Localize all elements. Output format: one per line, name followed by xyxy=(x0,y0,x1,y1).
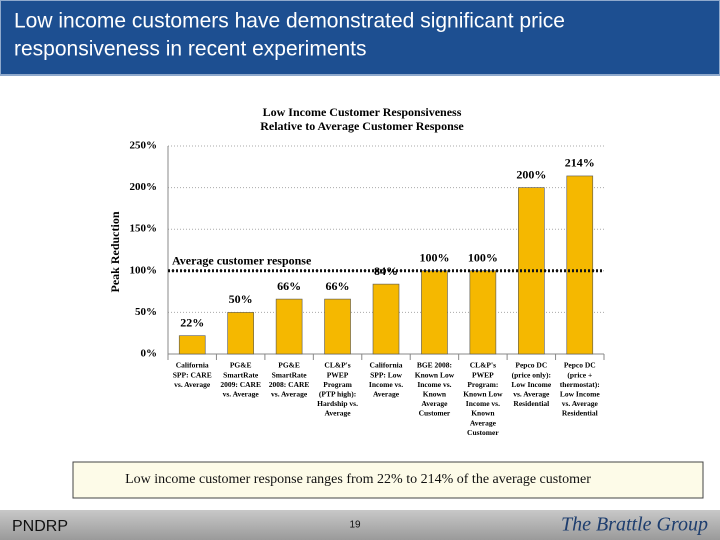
chart-title: Relative to Average Customer Response xyxy=(260,119,464,133)
y-tick-label: 200% xyxy=(130,181,158,193)
value-label: 100% xyxy=(419,251,449,265)
x-tick-label: SPP: Low xyxy=(370,370,402,379)
bar xyxy=(421,270,448,355)
bar xyxy=(566,175,594,355)
slide-title: Low income customers have demonstrated s… xyxy=(14,10,565,33)
x-tick-label: thermostat): xyxy=(560,380,600,389)
x-tick-label: PWEP xyxy=(472,370,494,379)
x-tick-label: CL&P's xyxy=(470,361,496,370)
y-tick-label: 250% xyxy=(130,140,158,152)
x-tick-label: 2009: CARE xyxy=(220,380,261,389)
footer-band xyxy=(0,510,720,540)
y-axis-label: Peak Reduction xyxy=(108,211,122,292)
x-tick-label: Average xyxy=(421,399,448,408)
x-tick-label: Average xyxy=(470,418,497,427)
x-tick-label: vs. Average xyxy=(271,390,308,399)
x-tick-label: Average xyxy=(373,390,400,399)
chart-title: Low Income Customer Responsiveness xyxy=(263,105,462,119)
footer-left: PNDRP xyxy=(12,518,68,535)
x-tick-label: Customer xyxy=(467,428,499,437)
x-tick-label: PG&E xyxy=(230,361,252,370)
x-tick-label: Program xyxy=(323,380,352,389)
x-tick-label: PWEP xyxy=(327,370,349,379)
y-tick-label: 0% xyxy=(141,348,158,360)
y-tick-label: 100% xyxy=(130,264,158,276)
value-label: 200% xyxy=(516,167,546,181)
value-label: 214% xyxy=(565,156,595,170)
x-tick-label: California xyxy=(370,361,403,370)
x-tick-label: Pepco DC xyxy=(564,361,596,370)
x-tick-label: Income vs. xyxy=(417,380,451,389)
x-tick-label: (price only): xyxy=(512,370,551,379)
x-tick-label: BGE 2008: xyxy=(417,361,452,370)
x-tick-label: Known xyxy=(471,409,495,418)
x-tick-label: 2008: CARE xyxy=(269,380,310,389)
x-tick-label: vs. Average xyxy=(562,399,599,408)
value-label: 84% xyxy=(374,264,398,278)
x-tick-label: (PTP high): xyxy=(319,390,356,399)
logo: The Brattle Group xyxy=(561,514,708,536)
x-tick-label: Known xyxy=(423,390,447,399)
value-label: 50% xyxy=(229,292,253,306)
y-tick-label: 150% xyxy=(130,223,158,235)
bar xyxy=(178,335,206,355)
x-tick-label: SmartRate xyxy=(272,370,308,379)
x-tick-label: Known Low xyxy=(415,370,455,379)
x-tick-label: Pepco DC xyxy=(515,361,547,370)
bar xyxy=(372,283,400,355)
value-label: 22% xyxy=(180,315,204,329)
bar xyxy=(469,270,497,355)
x-tick-label: Hardship vs. xyxy=(317,399,358,408)
bar xyxy=(227,312,254,355)
x-tick-label: PG&E xyxy=(278,361,300,370)
x-tick-label: Low Income xyxy=(560,390,600,399)
x-tick-label: Low Income xyxy=(511,380,551,389)
x-tick-label: California xyxy=(176,361,209,370)
x-tick-label: Residential xyxy=(562,409,598,418)
reference-label: Average customer response xyxy=(172,254,312,268)
page-number: 19 xyxy=(349,520,361,531)
x-tick-label: (price + xyxy=(567,370,592,379)
x-tick-label: vs. Average xyxy=(223,390,260,399)
x-tick-label: Residential xyxy=(513,399,549,408)
note-box xyxy=(72,461,704,499)
bar xyxy=(324,298,351,355)
x-tick-label: SmartRate xyxy=(223,370,259,379)
x-tick-label: Customer xyxy=(419,409,451,418)
value-label: 66% xyxy=(326,279,350,293)
x-tick-label: vs. Average xyxy=(174,380,211,389)
x-tick-label: Income vs. xyxy=(369,380,403,389)
slide-title: responsiveness in recent experiments xyxy=(14,38,367,61)
x-tick-label: Average xyxy=(325,409,352,418)
header-band xyxy=(0,0,720,76)
x-tick-label: CL&P's xyxy=(324,361,350,370)
x-tick-label: Known Low xyxy=(463,390,503,399)
x-tick-label: Income vs. xyxy=(466,399,500,408)
x-tick-label: vs. Average xyxy=(513,390,550,399)
value-label: 100% xyxy=(468,251,498,265)
value-label: 66% xyxy=(277,279,301,293)
x-tick-label: SPP: CARE xyxy=(173,370,212,379)
bar xyxy=(275,298,303,355)
note: Low income customer response ranges from… xyxy=(125,472,591,487)
x-tick-label: Program: xyxy=(467,380,498,389)
y-tick-label: 50% xyxy=(135,306,157,318)
